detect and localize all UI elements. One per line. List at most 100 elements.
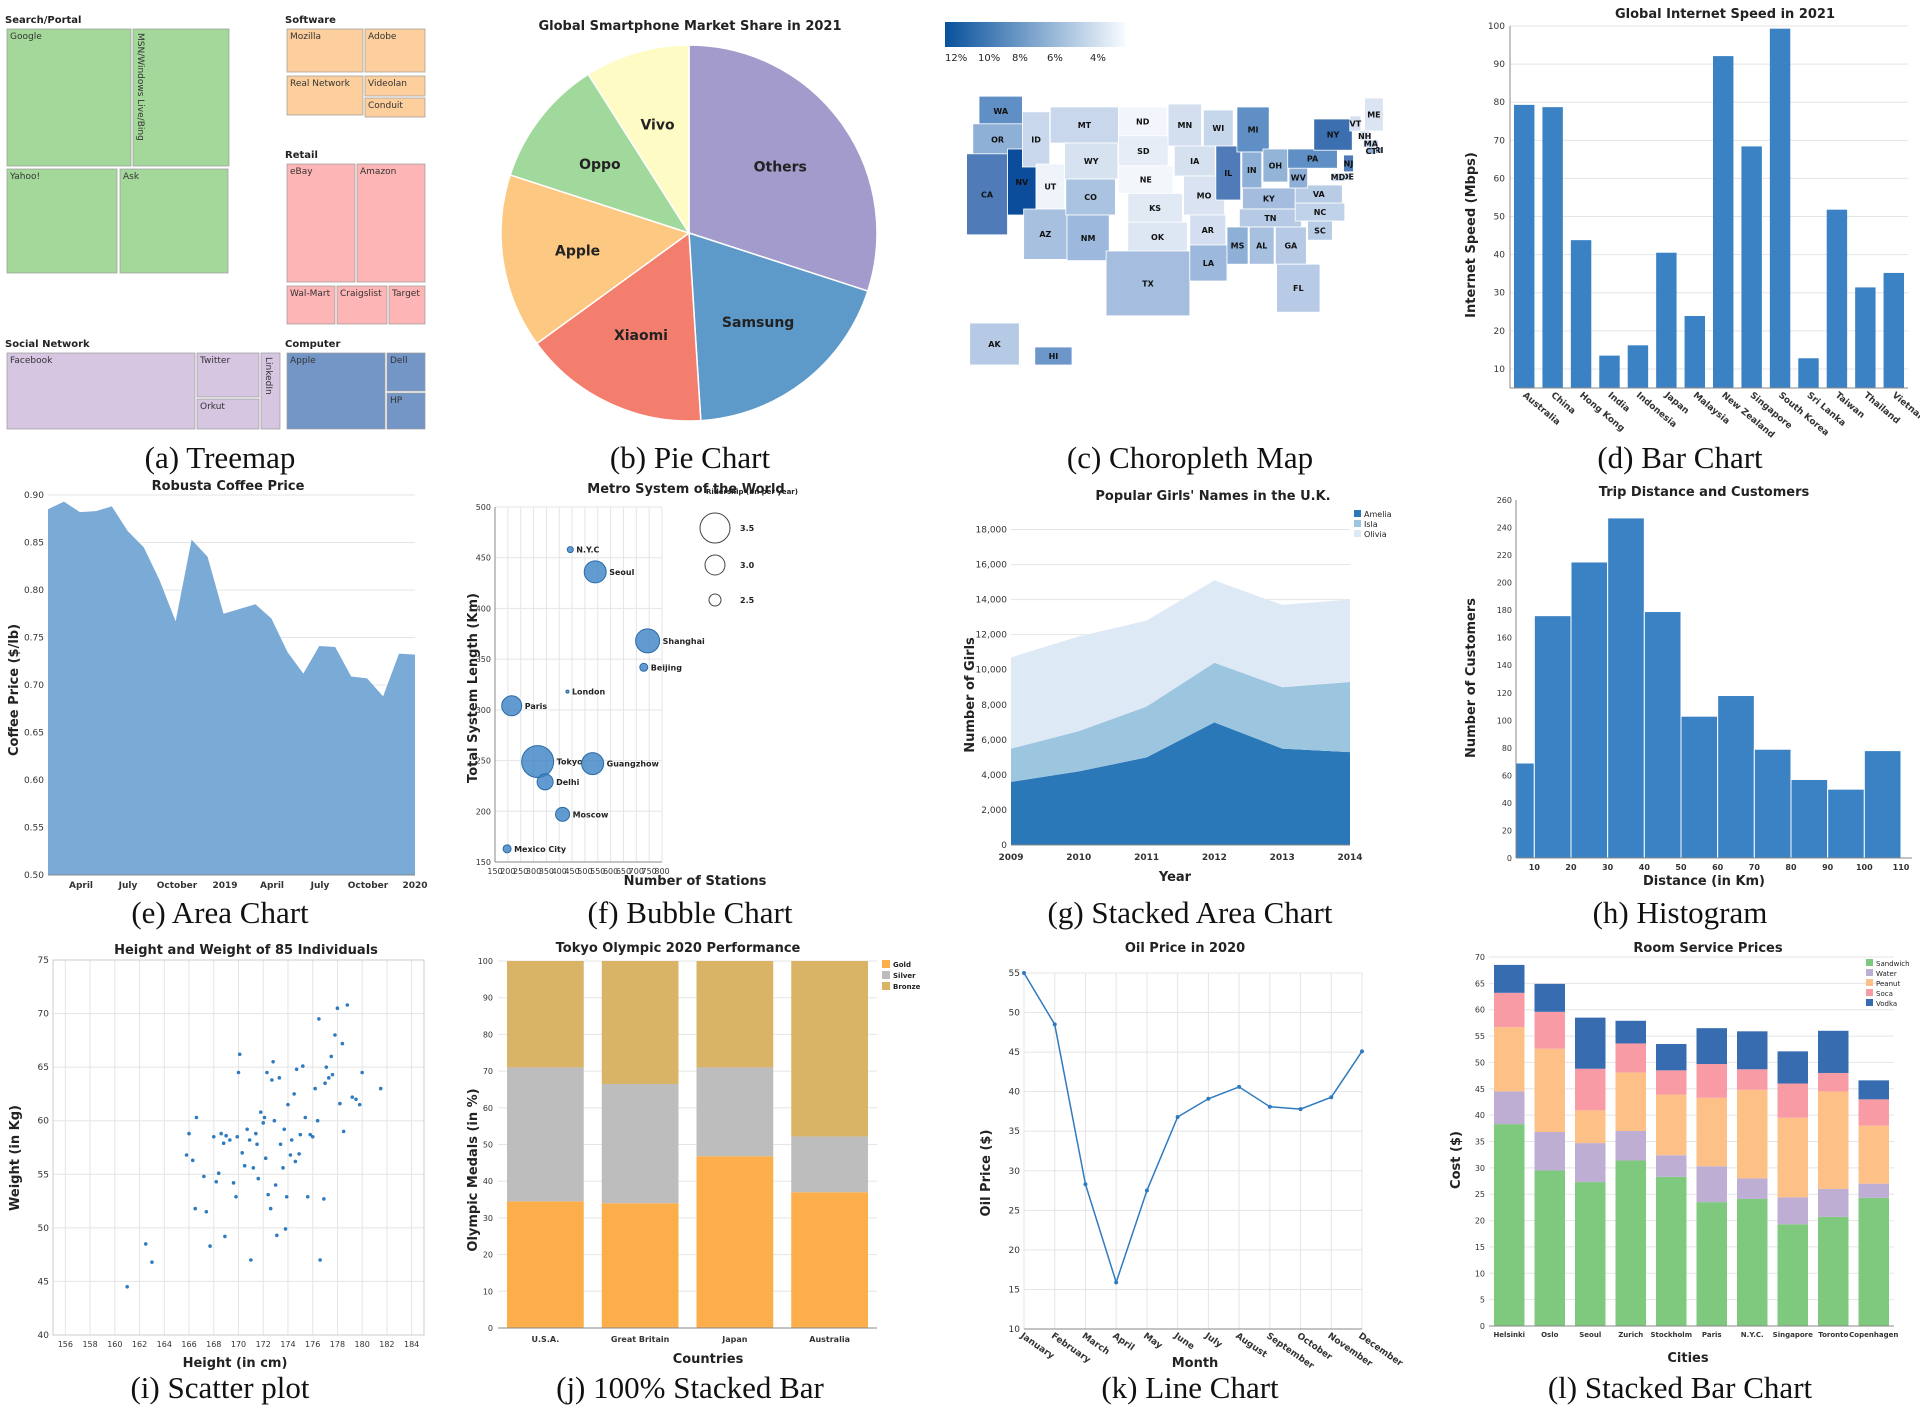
scatter-point <box>204 1209 209 1214</box>
scatter-xtick: 182 <box>379 1340 394 1349</box>
histogram-ytick: 120 <box>1497 689 1512 698</box>
line-ytick: 15 <box>1009 1285 1020 1295</box>
histogram-bar <box>1607 517 1645 859</box>
bar-ytick: 20 <box>1494 327 1506 337</box>
stacked-bar-ytick: 55 <box>1475 1032 1485 1041</box>
bar <box>1627 345 1649 388</box>
treemap-cell-label: Twitter <box>199 356 230 366</box>
caption-line: (k) Line Chart <box>1101 1370 1279 1405</box>
scatter-xtick: 176 <box>305 1340 320 1349</box>
area-ytick: 0.60 <box>24 776 44 786</box>
state-label: MI <box>1248 126 1259 135</box>
scatter-point <box>310 1134 315 1139</box>
stacked-bar-segment <box>1777 1224 1808 1326</box>
histogram-bar <box>1717 695 1755 859</box>
scatter-point <box>249 1258 253 1262</box>
stacked100-ytick: 100 <box>478 957 493 966</box>
bubble-label: London <box>572 688 606 697</box>
bubble-xtick: 650 <box>616 867 631 876</box>
state-label: AK <box>988 340 1001 349</box>
stacked-bar-xtick: Helsinki <box>1493 1331 1525 1339</box>
state-label: IN <box>1247 166 1257 175</box>
state-label: WV <box>1291 174 1307 183</box>
pie-slice <box>500 173 691 345</box>
scatter-point <box>305 1194 310 1199</box>
bubble-ytick: 400 <box>476 604 491 613</box>
treemap-cell-label: Craigslist <box>340 289 382 299</box>
pie-slice-label: Oppo <box>579 157 621 173</box>
bar-ytick: 80 <box>1494 98 1506 108</box>
stacked-bar-segment <box>1696 1064 1727 1098</box>
state-ar <box>1189 214 1227 246</box>
bubble-point <box>566 546 574 554</box>
line-xtick: July <box>1202 1331 1224 1351</box>
scatter-ylabel: Weight (in Kg) <box>8 1105 23 1211</box>
treemap-cell <box>196 352 260 398</box>
stacked100-segment <box>791 1192 868 1328</box>
stacked100-ytick: 80 <box>483 1030 493 1039</box>
area-xtick: July <box>118 881 138 891</box>
scatter-frame <box>52 959 425 1336</box>
histogram-ytick: 180 <box>1497 606 1512 615</box>
state-tx <box>1105 250 1191 317</box>
bubble-point <box>639 662 649 672</box>
bar <box>1826 209 1848 388</box>
scatter-point <box>125 1284 129 1289</box>
treemap-group-label: Computer <box>285 339 340 350</box>
histogram-ytick: 100 <box>1497 716 1512 725</box>
line-xtick: August <box>1233 1331 1269 1360</box>
state-ak <box>969 322 1020 366</box>
state-pa <box>1287 148 1338 169</box>
stacked-area-xtick: 2012 <box>1202 853 1227 863</box>
stacked-bar-xtick: Paris <box>1702 1331 1722 1339</box>
state-il <box>1215 145 1242 201</box>
caption-treemap: (a) Treemap <box>144 440 296 475</box>
stacked-bar-segment <box>1615 1130 1646 1161</box>
bubble-label: Tokyo <box>557 758 583 767</box>
treemap-cell <box>6 352 196 430</box>
scatter-point <box>256 1176 261 1181</box>
scatter-point <box>265 1070 269 1075</box>
stacked-bar-segment <box>1737 1089 1768 1179</box>
state-label: NE <box>1140 176 1152 185</box>
scatter-point <box>333 1033 337 1037</box>
stacked-area-xtick: 2014 <box>1337 853 1362 863</box>
bubble-label: N.Y.C <box>576 546 599 555</box>
scatter-point <box>345 1003 350 1007</box>
line-point <box>1206 1096 1211 1101</box>
line-xlabel: Month <box>1172 1356 1219 1370</box>
stacked-bar-segment <box>1818 1030 1849 1073</box>
line-point <box>1267 1104 1272 1109</box>
state-label: WY <box>1084 157 1099 166</box>
scatter-point <box>335 1006 340 1011</box>
stacked-bar-segment <box>1858 1099 1889 1126</box>
line-point <box>1022 971 1026 975</box>
state-label: UT <box>1044 183 1056 192</box>
histogram-bar <box>1515 762 1535 859</box>
scatter-point <box>354 1097 358 1102</box>
stacked-area-legend-label: Olivia <box>1364 530 1387 539</box>
bubble-legend-value: 3.5 <box>740 524 755 533</box>
bubble-label: Moscow <box>573 810 609 819</box>
stacked-bar-segment <box>1818 1072 1849 1092</box>
treemap-group-label: Search/Portal <box>5 15 81 26</box>
scatter-xtick: 162 <box>132 1340 147 1349</box>
scatter-ytick: 75 <box>38 956 49 966</box>
treemap-cell-label: Target <box>391 289 420 299</box>
scatter-point <box>266 1192 270 1197</box>
stacked-bar-segment <box>1696 1097 1727 1167</box>
line-point <box>1114 1280 1119 1285</box>
stacked100-ytick: 50 <box>483 1141 493 1150</box>
line-xtick: January <box>1017 1331 1055 1362</box>
line-xtick: May <box>1141 1331 1164 1351</box>
state-ut <box>1035 163 1065 210</box>
bubble-panel: Metro System of the World Number of Stat… <box>440 470 940 945</box>
stacked-bar-ytick: 65 <box>1475 979 1485 988</box>
map-panel: 12% 10% 8% 6% 4% WA OR CA NV ID MT WY UT AZ CO NM ND SD NE… <box>940 0 1440 480</box>
caption-scatter: (i) Scatter plot <box>130 1370 310 1405</box>
stacked-bar-segment <box>1696 1028 1727 1065</box>
state-label: KS <box>1149 204 1161 213</box>
state-label: NH <box>1358 132 1371 141</box>
state-nd <box>1118 106 1168 137</box>
treemap-cell-label: Apple <box>290 356 316 366</box>
